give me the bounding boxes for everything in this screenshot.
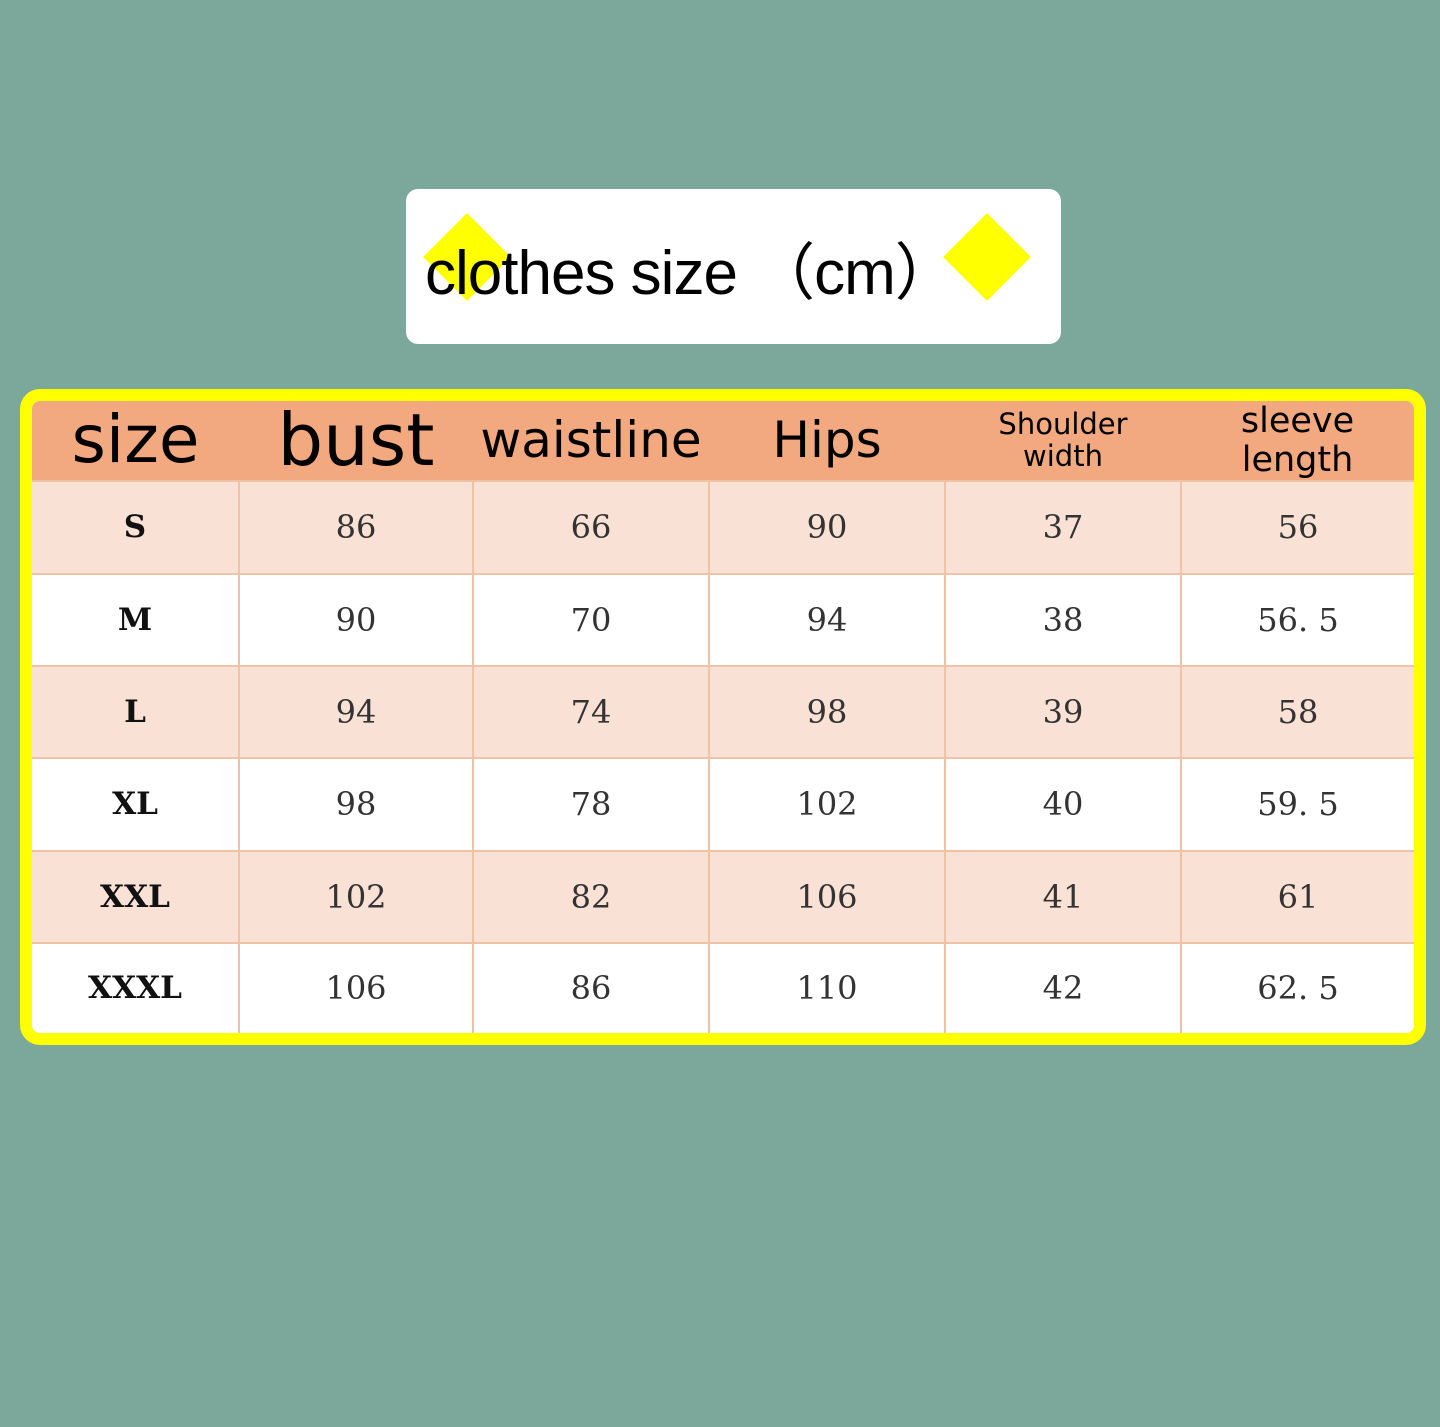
cell-waistline: 74 bbox=[472, 664, 710, 760]
cell-shoulder-width: 42 bbox=[944, 941, 1182, 1033]
table-row: L 94 74 98 39 58 bbox=[32, 664, 1414, 760]
header-waistline: waistline bbox=[473, 401, 709, 482]
cell-waistline: 66 bbox=[472, 480, 710, 575]
size-table-frame: size bust waistline Hips Shoulder width … bbox=[20, 389, 1426, 1045]
header-hips: Hips bbox=[709, 401, 945, 482]
header-shoulder-width: Shoulder width bbox=[945, 401, 1181, 482]
cell-bust: 86 bbox=[238, 480, 474, 575]
cell-sleeve-length: 58 bbox=[1180, 664, 1414, 760]
cell-hips: 98 bbox=[708, 664, 946, 760]
table-row: M 90 70 94 38 56. 5 bbox=[32, 572, 1414, 667]
cell-waistline: 86 bbox=[472, 941, 710, 1033]
cell-hips: 102 bbox=[708, 757, 946, 852]
cell-bust: 94 bbox=[238, 664, 474, 760]
header-row: size bust waistline Hips Shoulder width … bbox=[32, 401, 1414, 482]
table-row: XXL 102 82 106 41 61 bbox=[32, 849, 1414, 944]
cell-bust: 98 bbox=[238, 757, 474, 852]
cell-shoulder-width: 40 bbox=[944, 757, 1182, 852]
header-sleeve-length: sleeve length bbox=[1181, 401, 1414, 482]
cell-sleeve-length: 56. 5 bbox=[1180, 572, 1414, 667]
cell-waistline: 70 bbox=[472, 572, 710, 667]
cell-size: S bbox=[32, 480, 240, 575]
cell-size: XL bbox=[32, 757, 240, 852]
cell-waistline: 78 bbox=[472, 757, 710, 852]
table-row: XL 98 78 102 40 59. 5 bbox=[32, 757, 1414, 852]
cell-sleeve-length: 56 bbox=[1180, 480, 1414, 575]
cell-sleeve-length: 62. 5 bbox=[1180, 941, 1414, 1033]
cell-sleeve-length: 59. 5 bbox=[1180, 757, 1414, 852]
cell-waistline: 82 bbox=[472, 849, 710, 944]
table-row: XXXL 106 86 110 42 62. 5 bbox=[32, 941, 1414, 1033]
size-table: size bust waistline Hips Shoulder width … bbox=[32, 401, 1414, 1033]
cell-shoulder-width: 39 bbox=[944, 664, 1182, 760]
cell-bust: 102 bbox=[238, 849, 474, 944]
page-title: clothes size （cm） bbox=[425, 239, 957, 308]
header-size: size bbox=[32, 401, 239, 482]
cell-shoulder-width: 37 bbox=[944, 480, 1182, 575]
cell-sleeve-length: 61 bbox=[1180, 849, 1414, 944]
cell-size: M bbox=[32, 572, 240, 667]
cell-bust: 106 bbox=[238, 941, 474, 1033]
table-row: S 86 66 90 37 56 bbox=[32, 480, 1414, 575]
cell-size: XXL bbox=[32, 849, 240, 944]
header-bust: bust bbox=[239, 401, 473, 482]
cell-size: XXXL bbox=[32, 941, 240, 1033]
cell-shoulder-width: 38 bbox=[944, 572, 1182, 667]
cell-hips: 94 bbox=[708, 572, 946, 667]
cell-size: L bbox=[32, 664, 240, 760]
cell-shoulder-width: 41 bbox=[944, 849, 1182, 944]
cell-bust: 90 bbox=[238, 572, 474, 667]
cell-hips: 110 bbox=[708, 941, 946, 1033]
cell-hips: 106 bbox=[708, 849, 946, 944]
cell-hips: 90 bbox=[708, 480, 946, 575]
